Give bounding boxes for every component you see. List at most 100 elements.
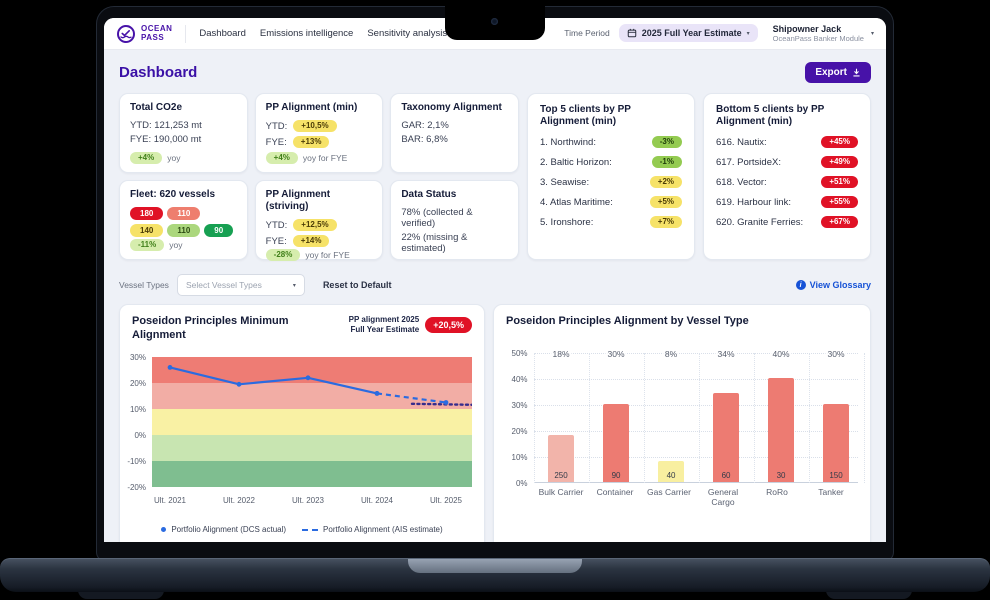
y-tick: 30% [511, 400, 528, 410]
y-tick: 10% [511, 452, 528, 462]
gridline [533, 378, 858, 380]
chart-annotation: PP alignment 2025 Full Year Estimate +20… [335, 315, 472, 335]
list-item: 619. Harbour link: +55% [716, 196, 858, 208]
kpi-grid: Total CO2e YTD: 121,253 mt FYE: 190,000 … [119, 93, 519, 261]
list-item: 3. Seawise: +2% [540, 176, 682, 188]
time-period-select[interactable]: 2025 Full Year Estimate ▾ [618, 24, 758, 43]
oceanpass-logo-icon [116, 24, 136, 43]
app-window: OCEAN PASS Dashboard Emissions intelligenc… [104, 18, 886, 542]
client-pill: +5% [649, 196, 682, 208]
nav-item-2[interactable]: Sensitivity analysis [367, 28, 448, 39]
y-tick: -10% [127, 457, 146, 466]
bar-value-label: 8% [662, 348, 680, 359]
client-label: 618. Vector: [716, 176, 767, 188]
list-item: 5. Ironshore: +7% [540, 216, 682, 228]
gridline [533, 404, 858, 406]
page-title: Dashboard [119, 64, 198, 81]
fleet-pill: 140 [130, 224, 164, 237]
bar-value-label: 30% [825, 348, 847, 359]
reset-to-default-button[interactable]: Reset to Default [322, 280, 392, 290]
brand-logo[interactable]: OCEAN PASS [116, 24, 172, 44]
client-pill: +49% [821, 156, 858, 168]
list-item: 1. Northwind: -3% [540, 136, 682, 148]
gridline [808, 352, 810, 483]
gridline [753, 352, 755, 483]
bar-count-label: 150 [829, 470, 843, 480]
gridline [698, 352, 700, 483]
x-tick: Gas Carrier [647, 486, 691, 497]
x-tick: General Cargo [707, 486, 739, 508]
client-pill: +7% [649, 216, 682, 228]
calendar-icon [627, 29, 636, 38]
gridline [533, 352, 858, 354]
y-tick: -20% [127, 483, 146, 492]
laptop-base [0, 558, 990, 592]
vessel-types-select[interactable]: Select Vessel Types ▾ [176, 274, 305, 296]
x-tick: Ult. 2021 [153, 496, 187, 505]
user-name: Shipowner Jack [772, 23, 842, 34]
legend-dot-marker [161, 527, 167, 532]
divider [185, 24, 187, 43]
fleet-pill: 180 [130, 207, 164, 220]
gridline [533, 352, 535, 483]
kpi-card-pp-alignment-min: PP Alignment (min) YTD: +10,5% FYE: +13% +… [254, 93, 384, 173]
bar: 150 [823, 403, 850, 482]
line-chart-plot: Ult. 2021 Ult. 2022 Ult. 2023 Ult. 2024 Ult.… [152, 357, 474, 509]
client-pill: +51% [821, 176, 858, 188]
fleet-pill: 90 [204, 224, 234, 237]
kpi-card-taxonomy: Taxonomy Alignment GAR: 2,1% BAR: 6,8% [390, 93, 519, 173]
y-tick: 50% [511, 348, 528, 358]
x-tick: Bulk Carrier [538, 486, 584, 497]
laptop-grip [408, 559, 582, 573]
kpi-value: YTD: 121,253 mt [130, 119, 202, 131]
client-label: 1. Northwind: [540, 136, 596, 148]
list-item: 4. Atlas Maritime: +5% [540, 196, 682, 208]
y-tick: 10% [129, 405, 146, 414]
legend-item: Portfolio Alignment (AIS estimate) [302, 525, 443, 534]
chevron-down-icon: ▾ [746, 30, 750, 37]
user-menu[interactable]: Shipowner Jack OceanPass Banker Module ▾ [773, 24, 874, 44]
client-label: 2. Baltic Horizon: [540, 156, 612, 168]
client-label: 3. Seawise: [540, 176, 590, 188]
kpi-value: FYE: 190,000 mt [130, 133, 202, 145]
bar-value-label: 18% [550, 348, 572, 359]
pp-minimum-alignment-chart-card: Poseidon Principles Minimum Alignment PP… [119, 304, 485, 542]
gridline [863, 352, 865, 483]
legend-dash-marker [302, 528, 319, 531]
nav-item-1[interactable]: Emissions intelligence [259, 28, 354, 39]
export-button[interactable]: Export [805, 62, 871, 83]
download-icon [853, 68, 860, 77]
annotation-label: PP alignment 2025 Full Year Estimate [348, 315, 420, 334]
legend-label: Portfolio Alignment (DCS actual) [171, 525, 287, 534]
annotation-value-badge: +20,5% [425, 317, 472, 333]
gridline [643, 352, 645, 483]
x-tick: Tanker [818, 486, 844, 497]
dashboard-content: Dashboard Export Total CO2e YTD: 121,25 [104, 50, 886, 542]
kpi-card-fleet: Fleet: 620 vessels 180 110 140 110 90 -11% yo… [119, 180, 248, 260]
view-glossary-link[interactable]: i View Glossary [795, 280, 871, 290]
info-icon: i [795, 280, 806, 290]
nav-item-0[interactable]: Dashboard [199, 28, 246, 39]
vessel-types-label: Vessel Types [119, 280, 169, 290]
x-tick: Ult. 2022 [222, 496, 256, 505]
fleet-pill: 110 [167, 224, 201, 237]
client-pill: +45% [821, 136, 858, 148]
client-pill: +67% [821, 216, 858, 228]
x-tick: Container [596, 486, 634, 497]
fleet-pills: 180 110 140 110 90 [130, 207, 237, 237]
bar-count-label: 40 [666, 470, 676, 480]
bar-value-label: 30% [605, 348, 627, 359]
main-nav: Dashboard Emissions intelligence Sensitivi… [199, 28, 468, 39]
legend-label: Portfolio Alignment (AIS estimate) [323, 525, 443, 534]
user-module: OceanPass Banker Module [772, 34, 864, 44]
yoy-badge: +4% [130, 152, 163, 164]
y-tick: 40% [511, 374, 528, 384]
line-chart-x-labels: Ult. 2021 Ult. 2022 Ult. 2023 Ult. 2024 Ult.… [152, 496, 472, 509]
list-item: 620. Granite Ferries: +67% [716, 216, 858, 228]
y-tick: 30% [129, 353, 146, 362]
chevron-down-icon: ▾ [870, 30, 874, 37]
pp-alignment-plot-svg [152, 357, 474, 487]
top5-list: 1. Northwind: -3% 2. Baltic Horizon: -1% 3. … [540, 136, 682, 228]
list-item: 617. PortsideX: +49% [716, 156, 858, 168]
